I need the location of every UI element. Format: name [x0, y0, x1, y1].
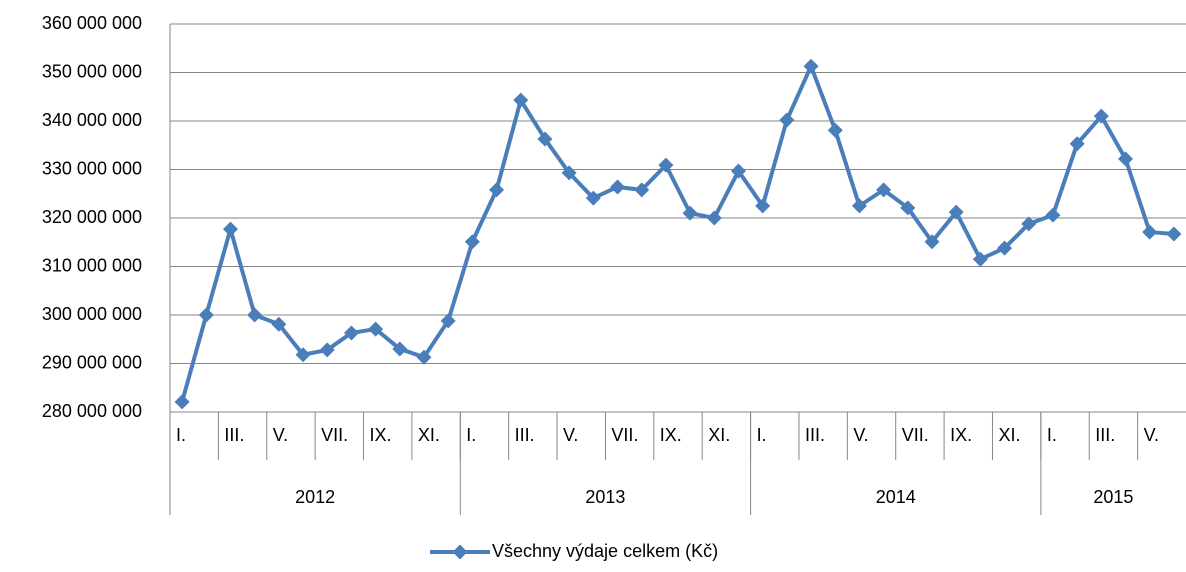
legend-label: Všechny výdaje celkem (Kč) [492, 541, 718, 561]
point-marker [392, 341, 408, 357]
x-tick-label: XI. [708, 425, 730, 445]
point-marker [1045, 207, 1061, 223]
x-tick-label: VII. [611, 425, 638, 445]
point-marker [319, 342, 335, 358]
point-marker [634, 182, 650, 198]
point-marker [440, 313, 456, 329]
point-marker [416, 349, 432, 365]
x-tick-label: V. [853, 425, 868, 445]
point-marker [464, 234, 480, 250]
point-marker [900, 200, 916, 216]
point-marker [924, 234, 940, 250]
x-tick-label: VII. [902, 425, 929, 445]
y-tick-label: 340 000 000 [42, 110, 142, 130]
point-marker [271, 316, 287, 332]
point-marker [851, 198, 867, 214]
y-tick-label: 310 000 000 [42, 255, 142, 275]
point-marker [682, 205, 698, 221]
group-label: 2012 [295, 487, 335, 507]
x-tick-label: V. [1144, 425, 1159, 445]
x-tick-label: I. [757, 425, 767, 445]
x-tick-label: IX. [950, 425, 972, 445]
x-tick-label: XI. [418, 425, 440, 445]
y-tick-label: 360 000 000 [42, 13, 142, 33]
point-marker [803, 58, 819, 74]
point-marker [174, 394, 190, 410]
x-tick-label: IX. [370, 425, 392, 445]
x-tick-label: III. [515, 425, 535, 445]
point-marker [610, 179, 626, 195]
x-tick-label: XI. [998, 425, 1020, 445]
point-marker [368, 321, 384, 337]
point-marker [1093, 108, 1109, 124]
x-tick-label: III. [224, 425, 244, 445]
y-tick-label: 330 000 000 [42, 158, 142, 178]
y-tick-label: 290 000 000 [42, 352, 142, 372]
point-marker [997, 240, 1013, 256]
point-marker [343, 325, 359, 341]
point-marker [585, 190, 601, 206]
x-tick-label: I. [466, 425, 476, 445]
point-marker [1166, 226, 1182, 242]
group-label: 2013 [585, 487, 625, 507]
point-marker [247, 307, 263, 323]
point-marker [948, 204, 964, 220]
x-tick-label: III. [805, 425, 825, 445]
point-marker [537, 131, 553, 147]
point-marker [1118, 151, 1134, 167]
point-marker [489, 182, 505, 198]
x-tick-label: V. [563, 425, 578, 445]
x-tick-label: I. [1047, 425, 1057, 445]
y-tick-label: 350 000 000 [42, 61, 142, 81]
point-marker [876, 182, 892, 198]
point-marker [1021, 216, 1037, 232]
point-marker [222, 221, 238, 237]
legend-marker [452, 544, 468, 560]
y-tick-label: 320 000 000 [42, 207, 142, 227]
x-tick-label: V. [273, 425, 288, 445]
point-marker [1069, 136, 1085, 152]
point-marker [1142, 224, 1158, 240]
point-marker [198, 307, 214, 323]
point-marker [730, 163, 746, 179]
point-marker [972, 251, 988, 267]
x-tick-label: III. [1095, 425, 1115, 445]
y-tick-label: 300 000 000 [42, 304, 142, 324]
point-marker [561, 165, 577, 181]
x-tick-label: IX. [660, 425, 682, 445]
point-marker [827, 122, 843, 138]
point-marker [779, 112, 795, 128]
group-label: 2014 [876, 487, 916, 507]
point-marker [513, 92, 529, 108]
point-marker [706, 210, 722, 226]
point-marker [295, 347, 311, 363]
x-tick-label: VII. [321, 425, 348, 445]
x-tick-label: I. [176, 425, 186, 445]
point-marker [755, 198, 771, 214]
y-tick-label: 280 000 000 [42, 401, 142, 421]
group-label: 2015 [1093, 487, 1133, 507]
point-marker [658, 157, 674, 173]
